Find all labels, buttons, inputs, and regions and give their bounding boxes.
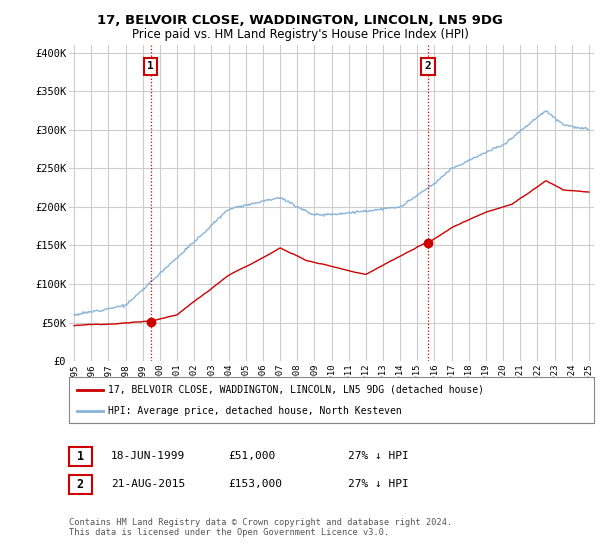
Text: 2: 2 <box>425 62 431 72</box>
Text: Price paid vs. HM Land Registry's House Price Index (HPI): Price paid vs. HM Land Registry's House … <box>131 28 469 41</box>
Text: £51,000: £51,000 <box>228 451 275 461</box>
Text: 18-JUN-1999: 18-JUN-1999 <box>111 451 185 461</box>
Text: Contains HM Land Registry data © Crown copyright and database right 2024.
This d: Contains HM Land Registry data © Crown c… <box>69 518 452 538</box>
Text: 21-AUG-2015: 21-AUG-2015 <box>111 479 185 489</box>
Text: 1: 1 <box>77 450 84 463</box>
Text: 17, BELVOIR CLOSE, WADDINGTON, LINCOLN, LN5 9DG: 17, BELVOIR CLOSE, WADDINGTON, LINCOLN, … <box>97 14 503 27</box>
Text: 27% ↓ HPI: 27% ↓ HPI <box>348 479 409 489</box>
Text: 27% ↓ HPI: 27% ↓ HPI <box>348 451 409 461</box>
Text: 2: 2 <box>77 478 84 491</box>
Text: £153,000: £153,000 <box>228 479 282 489</box>
Text: HPI: Average price, detached house, North Kesteven: HPI: Average price, detached house, Nort… <box>109 407 402 416</box>
Text: 1: 1 <box>147 62 154 72</box>
Text: 17, BELVOIR CLOSE, WADDINGTON, LINCOLN, LN5 9DG (detached house): 17, BELVOIR CLOSE, WADDINGTON, LINCOLN, … <box>109 385 484 395</box>
